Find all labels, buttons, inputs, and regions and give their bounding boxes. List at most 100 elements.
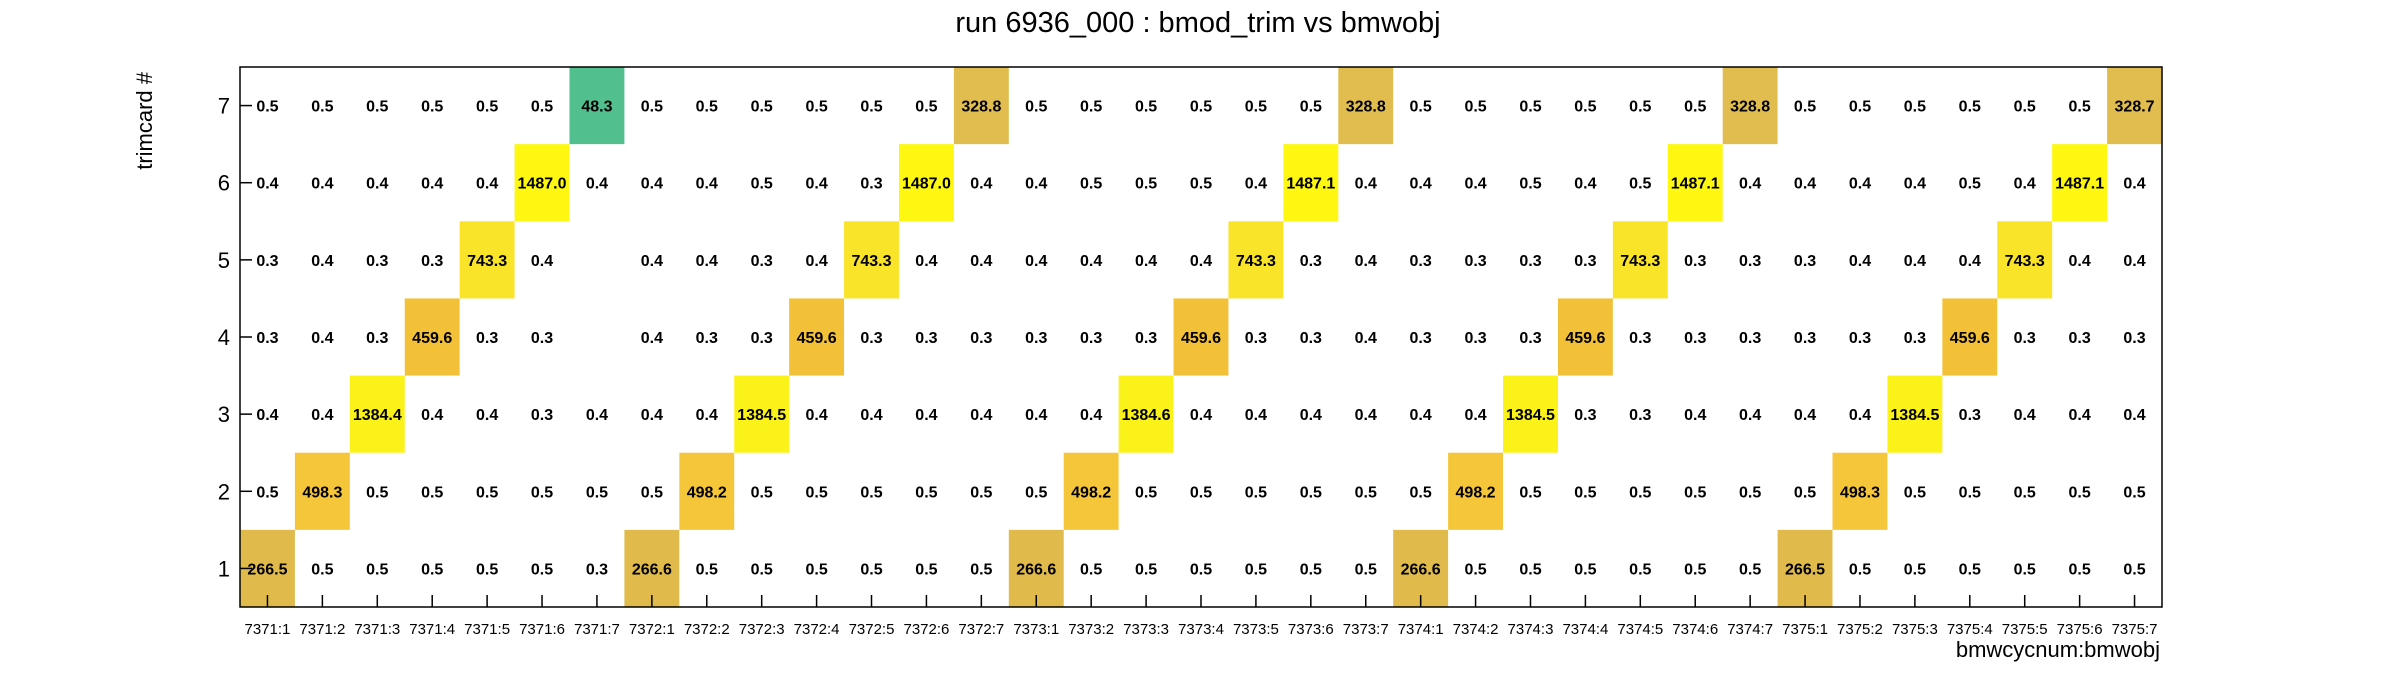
cell-value-label: 0.5: [2014, 561, 2036, 578]
cell-value-label: 0.3: [1080, 330, 1102, 347]
heatmap-cell: [1722, 67, 1778, 145]
cell-value-label: 0.5: [805, 561, 827, 578]
cell-value-label: 0.3: [1464, 330, 1486, 347]
cell-value-label: 0.5: [696, 99, 718, 116]
x-tick-label: 7375:3: [1892, 621, 1938, 638]
cell-value-label: 0.5: [1684, 484, 1706, 501]
cell-value-label: 0.3: [1684, 330, 1706, 347]
cell-value-label: 498.2: [687, 484, 727, 501]
cell-value-label: 1384.5: [1890, 407, 1939, 424]
cell-value-label: 0.5: [1300, 561, 1322, 578]
x-tick-label: 7371:7: [574, 621, 620, 638]
heatmap-cell: [1118, 375, 1174, 453]
cell-value-label: 0.4: [586, 176, 608, 193]
cell-value-label: 0.5: [586, 484, 608, 501]
cell-value-label: 0.4: [1190, 407, 1212, 424]
cell-value-label: 0.5: [2014, 99, 2036, 116]
cell-value-label: 0.4: [1025, 407, 1047, 424]
cell-value-label: 0.3: [751, 330, 773, 347]
cell-value-label: 0.5: [1849, 99, 1871, 116]
cell-value-label: 0.4: [2014, 176, 2036, 193]
cell-value-label: 0.4: [1355, 407, 1377, 424]
cell-value-label: 0.5: [915, 484, 937, 501]
x-tick-label: 7373:5: [1233, 621, 1279, 638]
cell-value-label: 459.6: [412, 330, 452, 347]
cell-value-label: 0.4: [1959, 253, 1981, 270]
cell-value-label: 0.5: [1739, 561, 1761, 578]
cell-value-label: 0.5: [970, 561, 992, 578]
cell-value-label: 0.4: [2069, 253, 2091, 270]
cell-value-label: 0.3: [860, 176, 882, 193]
cell-value-label: 0.5: [2069, 561, 2091, 578]
cell-value-label: 0.5: [751, 484, 773, 501]
chart-title: run 6936_000 : bmod_trim vs bmwobj: [955, 7, 1440, 39]
cell-value-label: 743.3: [467, 253, 507, 270]
cell-value-label: 0.5: [311, 99, 333, 116]
cell-value-label: 0.5: [1629, 176, 1651, 193]
cell-value-label: 1487.1: [2055, 176, 2104, 193]
cell-value-label: 0.4: [2069, 407, 2091, 424]
cell-value-label: 0.5: [531, 484, 553, 501]
cell-value-label: 0.4: [641, 407, 663, 424]
cell-value-label: 498.3: [1840, 484, 1880, 501]
cell-value-label: 0.5: [805, 484, 827, 501]
cell-value-label: 743.3: [2005, 253, 2045, 270]
cell-value-label: 0.3: [1629, 407, 1651, 424]
cell-value-label: 0.5: [1959, 484, 1981, 501]
cell-value-label: 0.5: [1245, 484, 1267, 501]
cell-value-label: 0.4: [970, 176, 992, 193]
cell-value-label: 0.3: [1245, 330, 1267, 347]
cell-value-label: 0.4: [1355, 176, 1377, 193]
cell-value-label: 0.4: [1080, 253, 1102, 270]
cell-value-label: 0.5: [2069, 99, 2091, 116]
cell-value-label: 0.4: [805, 176, 827, 193]
cell-value-label: 1384.5: [1506, 407, 1555, 424]
cell-value-label: 0.3: [860, 330, 882, 347]
y-axis: 1 2 3 4 5 6 7: [218, 94, 252, 581]
heatmap-cell: [1228, 221, 1284, 299]
cell-value-label: 0.5: [1904, 99, 1926, 116]
cell-value-label: 0.4: [311, 253, 333, 270]
cell-value-label: 0.4: [311, 176, 333, 193]
heatmap-cell: [898, 144, 954, 222]
x-tick-label: 7371:2: [299, 621, 345, 638]
cell-value-label: 0.4: [1025, 253, 1047, 270]
heatmap-cell: [624, 529, 680, 607]
cell-value-label: 0.5: [1629, 561, 1651, 578]
cell-value-label: 0.5: [1410, 484, 1432, 501]
x-tick-label: 7371:5: [464, 621, 510, 638]
x-tick-label: 7374:7: [1727, 621, 1773, 638]
cell-value-label: 0.4: [1849, 176, 1871, 193]
cell-value-label: 0.3: [1300, 330, 1322, 347]
cell-value-label: 328.7: [2115, 99, 2155, 116]
cell-value-label: 0.4: [641, 330, 663, 347]
cell-value-label: 0.5: [256, 99, 278, 116]
cell-value-label: 0.5: [1464, 561, 1486, 578]
cell-value-label: 0.4: [1025, 176, 1047, 193]
heatmap-cell: [2052, 144, 2108, 222]
cell-value-label: 1487.1: [1671, 176, 1720, 193]
y-tick-label: 3: [218, 402, 230, 427]
heatmap-cell: [1777, 529, 1833, 607]
cell-value-label: 0.5: [915, 561, 937, 578]
cell-value-label: 0.4: [2014, 407, 2036, 424]
cell-value-label: 0.4: [1464, 176, 1486, 193]
cell-value-label: 0.4: [915, 253, 937, 270]
cell-value-label: 0.4: [970, 407, 992, 424]
cell-value-label: 0.3: [2123, 330, 2145, 347]
cell-value-label: 743.3: [1620, 253, 1660, 270]
cell-value-label: 0.4: [1410, 176, 1432, 193]
cell-value-label: 0.4: [1684, 407, 1706, 424]
cell-value-label: 0.5: [1574, 99, 1596, 116]
cell-value-label: 0.4: [421, 407, 443, 424]
cell-value-label: 0.5: [366, 484, 388, 501]
cell-value-label: 0.4: [1739, 176, 1761, 193]
y-axis-title: trimcard #: [132, 71, 157, 170]
cell-value-label: 266.6: [1401, 561, 1441, 578]
cell-value-label: 459.6: [1565, 330, 1605, 347]
cell-value-label: 0.3: [1135, 330, 1157, 347]
cell-value-label: 0.5: [1135, 176, 1157, 193]
cell-value-label: 0.5: [1300, 484, 1322, 501]
cell-value-label: 0.4: [1464, 407, 1486, 424]
x-axis: 7371:1 7371:2 7371:3 7371:4 7371:5 7371:6 7371…: [245, 595, 2157, 638]
